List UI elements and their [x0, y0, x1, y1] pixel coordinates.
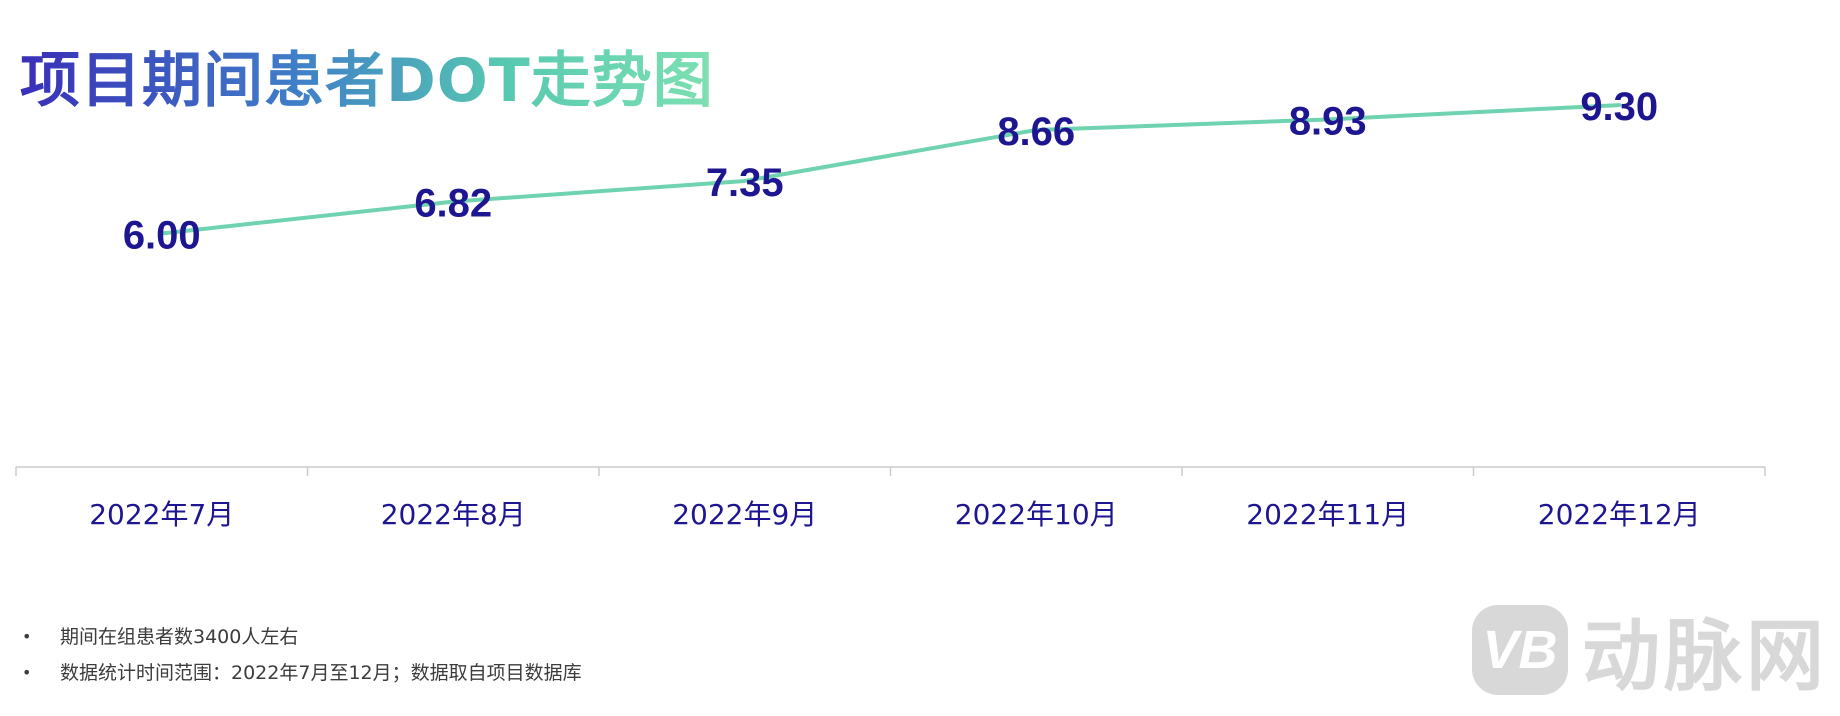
x-tick-label: 2022年9月: [672, 498, 817, 531]
data-label: 6.00: [123, 214, 201, 258]
x-axis-ticks: [15, 467, 1766, 476]
chart-title: 项目期间患者DOT走势图: [20, 32, 714, 119]
x-tick-label: 2022年7月: [89, 498, 234, 531]
x-tick-label: 2022年10月: [955, 498, 1118, 531]
x-axis-tick-labels: 2022年7月 2022年8月 2022年9月 2022年10月 2022年11月 202…: [89, 498, 1700, 531]
x-tick-label: 2022年11月: [1246, 498, 1409, 531]
series-line: [159, 103, 1622, 236]
watermark: VB 动脉网: [1471, 594, 1828, 706]
notes-list: • 期间在组患者数3400人左右 • 数据统计时间范围：2022年7月至12月；数据…: [22, 619, 582, 691]
data-labels: 6.00 6.82 7.35 8.66 8.93 9.30: [123, 85, 1658, 257]
x-tick-label: 2022年8月: [381, 498, 526, 531]
watermark-logo: VB: [1471, 605, 1568, 695]
data-label: 6.82: [414, 182, 492, 226]
note-item: • 数据统计时间范围：2022年7月至12月；数据取自项目数据库: [22, 655, 582, 691]
note-text: 数据统计时间范围：2022年7月至12月；数据取自项目数据库: [60, 662, 582, 684]
bullet-icon: •: [22, 663, 32, 682]
data-label: 8.93: [1289, 99, 1367, 143]
note-text: 期间在组患者数3400人左右: [60, 626, 299, 648]
note-item: • 期间在组患者数3400人左右: [22, 619, 582, 655]
data-label: 7.35: [706, 161, 784, 205]
data-label: 9.30: [1580, 85, 1658, 129]
x-tick-label: 2022年12月: [1538, 498, 1701, 531]
watermark-text: 动脉网: [1581, 612, 1828, 702]
bullet-icon: •: [22, 627, 32, 646]
data-label: 8.66: [997, 110, 1075, 154]
